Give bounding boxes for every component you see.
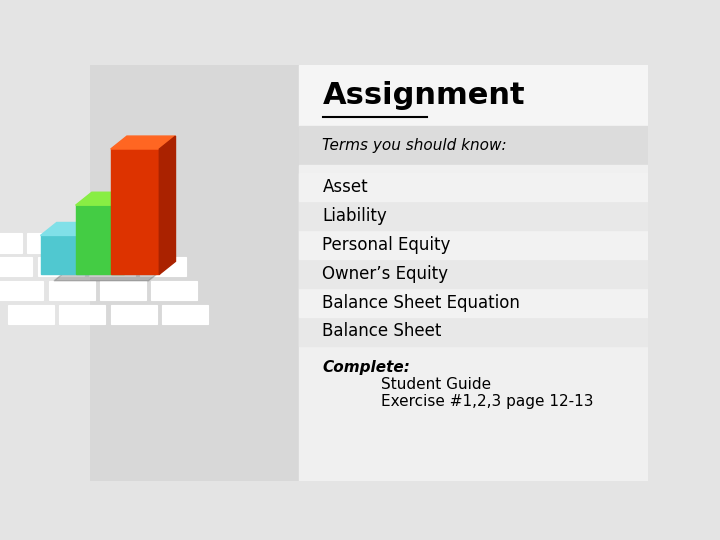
Bar xyxy=(89,257,135,276)
Polygon shape xyxy=(111,149,159,274)
Bar xyxy=(100,281,145,300)
Bar xyxy=(140,257,186,276)
Bar xyxy=(300,65,648,126)
Bar xyxy=(300,173,648,201)
Bar xyxy=(300,126,648,165)
Bar xyxy=(300,259,648,288)
Bar xyxy=(37,257,84,276)
Bar xyxy=(130,233,176,253)
Bar xyxy=(59,305,105,324)
Text: Balance Sheet: Balance Sheet xyxy=(323,322,442,340)
Bar xyxy=(8,305,54,324)
Polygon shape xyxy=(111,136,176,149)
Text: Asset: Asset xyxy=(323,178,368,196)
Bar xyxy=(300,165,648,481)
Polygon shape xyxy=(40,222,105,235)
Text: Personal Equity: Personal Equity xyxy=(323,236,451,254)
Bar xyxy=(162,305,208,324)
Bar xyxy=(111,305,157,324)
Polygon shape xyxy=(124,192,140,274)
Bar xyxy=(48,281,94,300)
Polygon shape xyxy=(89,222,105,274)
Text: Complete:: Complete: xyxy=(323,360,410,375)
Bar xyxy=(300,201,648,231)
Bar xyxy=(300,288,648,317)
Text: Liability: Liability xyxy=(323,207,387,225)
Bar xyxy=(0,281,43,300)
Bar xyxy=(27,233,73,253)
Text: Terms you should know:: Terms you should know: xyxy=(323,138,507,153)
Bar xyxy=(78,233,124,253)
Bar xyxy=(151,281,197,300)
Polygon shape xyxy=(76,192,140,205)
Bar xyxy=(0,257,32,276)
Polygon shape xyxy=(159,136,176,274)
Bar xyxy=(300,231,648,259)
Text: Owner’s Equity: Owner’s Equity xyxy=(323,265,449,282)
Polygon shape xyxy=(40,235,89,274)
Text: Balance Sheet Equation: Balance Sheet Equation xyxy=(323,294,521,312)
Bar xyxy=(90,65,300,481)
Polygon shape xyxy=(54,259,176,281)
Polygon shape xyxy=(76,205,124,274)
Bar xyxy=(0,233,22,253)
Text: Student Guide: Student Guide xyxy=(381,377,491,392)
Text: Assignment: Assignment xyxy=(323,81,525,110)
Text: Exercise #1,2,3 page 12-13: Exercise #1,2,3 page 12-13 xyxy=(381,394,593,409)
Bar xyxy=(300,317,648,346)
